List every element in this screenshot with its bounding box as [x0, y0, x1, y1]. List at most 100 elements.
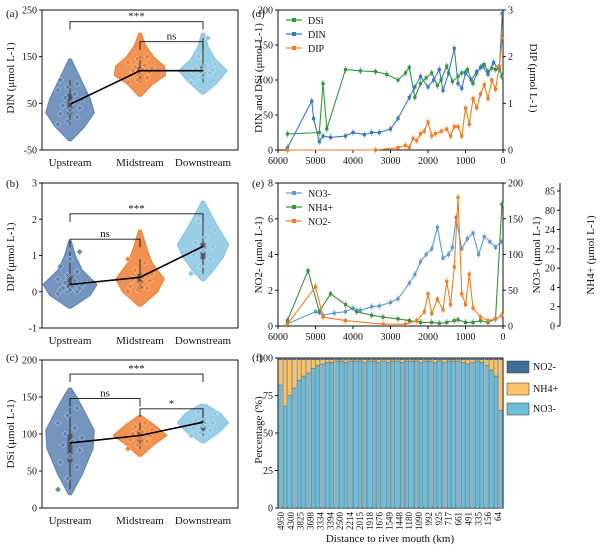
series-point	[482, 235, 486, 239]
series-point	[418, 132, 423, 136]
legend-swatch	[506, 360, 530, 374]
panel-d-label: (d)	[252, 8, 265, 20]
significance-label: ***	[128, 203, 145, 215]
data-point	[209, 419, 216, 427]
bar-segment-nh4	[301, 359, 306, 377]
bar-segment-no2	[409, 357, 414, 360]
mean-trend-line	[69, 245, 204, 286]
series-point	[447, 71, 451, 75]
series-point	[445, 64, 449, 68]
bar-segment-no2	[329, 357, 334, 360]
panel-d-ytick-label: 150	[258, 41, 273, 52]
series-point	[445, 320, 449, 325]
panel-e-y3-tick-label: 0	[550, 322, 555, 333]
data-point	[76, 248, 83, 256]
panel-f-category-label: 3825	[296, 512, 306, 531]
series-point	[332, 311, 336, 315]
series-point	[325, 127, 329, 131]
bar-segment-no2	[451, 357, 456, 360]
data-point	[141, 419, 149, 427]
panel-b: (b) DIP (μmol L-1) -1 0 1 2 3 Upstream Midstre…	[5, 178, 239, 347]
bar-segment-nh4	[334, 359, 339, 362]
data-point	[59, 102, 67, 110]
panel-e-ytick-label: 2	[268, 286, 273, 297]
data-point	[197, 429, 204, 436]
panel-e-ytick-label: 0	[268, 322, 273, 333]
series-point	[460, 247, 464, 251]
bar-segment-no3	[451, 360, 456, 509]
series-point	[413, 95, 417, 100]
legend-label: DIP	[308, 44, 325, 55]
panel-d-ylabel: DIN and DSi (μmol L-1)	[253, 23, 265, 133]
bar-segment-no2	[395, 357, 400, 360]
series-point	[321, 134, 325, 138]
series-point	[396, 78, 400, 82]
series-point	[500, 11, 504, 16]
series-point	[430, 71, 434, 75]
bar-segment-no2	[353, 357, 358, 360]
mean-trend-line	[69, 421, 204, 444]
panel-b-ytick-label: 0	[32, 287, 37, 298]
bar-segment-nh4	[278, 359, 283, 386]
series-point	[381, 315, 385, 319]
panel-f-category-label: 335	[473, 512, 483, 526]
series-point	[463, 71, 468, 75]
data-point	[204, 34, 212, 42]
panel-e-y3-tick-label: 85	[545, 187, 555, 198]
series-point	[343, 319, 348, 323]
panel-f-label: (f)	[252, 352, 263, 364]
series-point	[456, 74, 460, 79]
bar-segment-no2	[278, 357, 283, 360]
series-point	[456, 125, 460, 129]
bar-segment-no2	[456, 357, 461, 360]
panel-e: (e) NO2- (μmol L-1) NO3- (μmol L-1) NH4+…	[252, 178, 597, 343]
bar-segment-nh4	[367, 359, 372, 362]
bar-segment-nh4	[348, 359, 353, 362]
series-point	[478, 315, 483, 319]
series-point	[463, 106, 468, 110]
panel-e-right-ytick-label: 150	[508, 214, 523, 225]
panel-e-label: (e)	[252, 178, 265, 190]
series-point	[430, 134, 434, 138]
significance-bracket	[69, 373, 204, 383]
bar-segment-no3	[343, 362, 349, 509]
panel-e-ytick-label: 8	[268, 179, 273, 190]
series-point	[343, 302, 348, 307]
series-point	[500, 36, 504, 40]
data-point	[141, 61, 149, 69]
panel-b-category-label: Midstream	[116, 335, 164, 347]
series-point	[467, 122, 471, 126]
bar-segment-no3	[315, 365, 320, 509]
data-point	[131, 63, 139, 71]
bar-segment-no2	[465, 357, 470, 360]
bar-segment-nh4	[296, 359, 302, 381]
panel-e-right-ytick-label: 0	[508, 322, 513, 333]
panel-c-ylabel: DSi (μmol L-1)	[5, 399, 17, 468]
series-point	[435, 297, 439, 301]
panel-c-ytick-label: 100	[22, 430, 37, 441]
series-point	[422, 310, 426, 314]
data-point	[124, 288, 132, 296]
legend-label: NO3-	[533, 404, 556, 415]
bar-segment-nh4	[315, 359, 320, 366]
panel-b-category-label: Upstream	[49, 335, 92, 347]
series-point	[313, 285, 318, 289]
bar-segment-no3	[306, 372, 311, 509]
series-point	[407, 95, 411, 100]
bar-segment-no2	[287, 357, 292, 360]
panel-e-y2label: NO3- (μmol L-1)	[531, 216, 543, 293]
bar-segment-nh4	[376, 359, 381, 363]
bar-segment-nh4	[423, 359, 428, 362]
bar-segment-nh4	[475, 359, 480, 362]
series-point	[370, 313, 374, 317]
legend-marker	[292, 46, 296, 50]
panel-e-right-ytick-label: 200	[508, 179, 523, 190]
series-point	[317, 310, 321, 314]
data-point	[59, 441, 67, 449]
panel-f-category-label: 64	[493, 512, 503, 522]
panel-f-category-label: 2500	[335, 512, 345, 531]
data-point	[194, 53, 202, 61]
significance-bracket	[139, 41, 204, 50]
violin-box	[67, 275, 73, 290]
